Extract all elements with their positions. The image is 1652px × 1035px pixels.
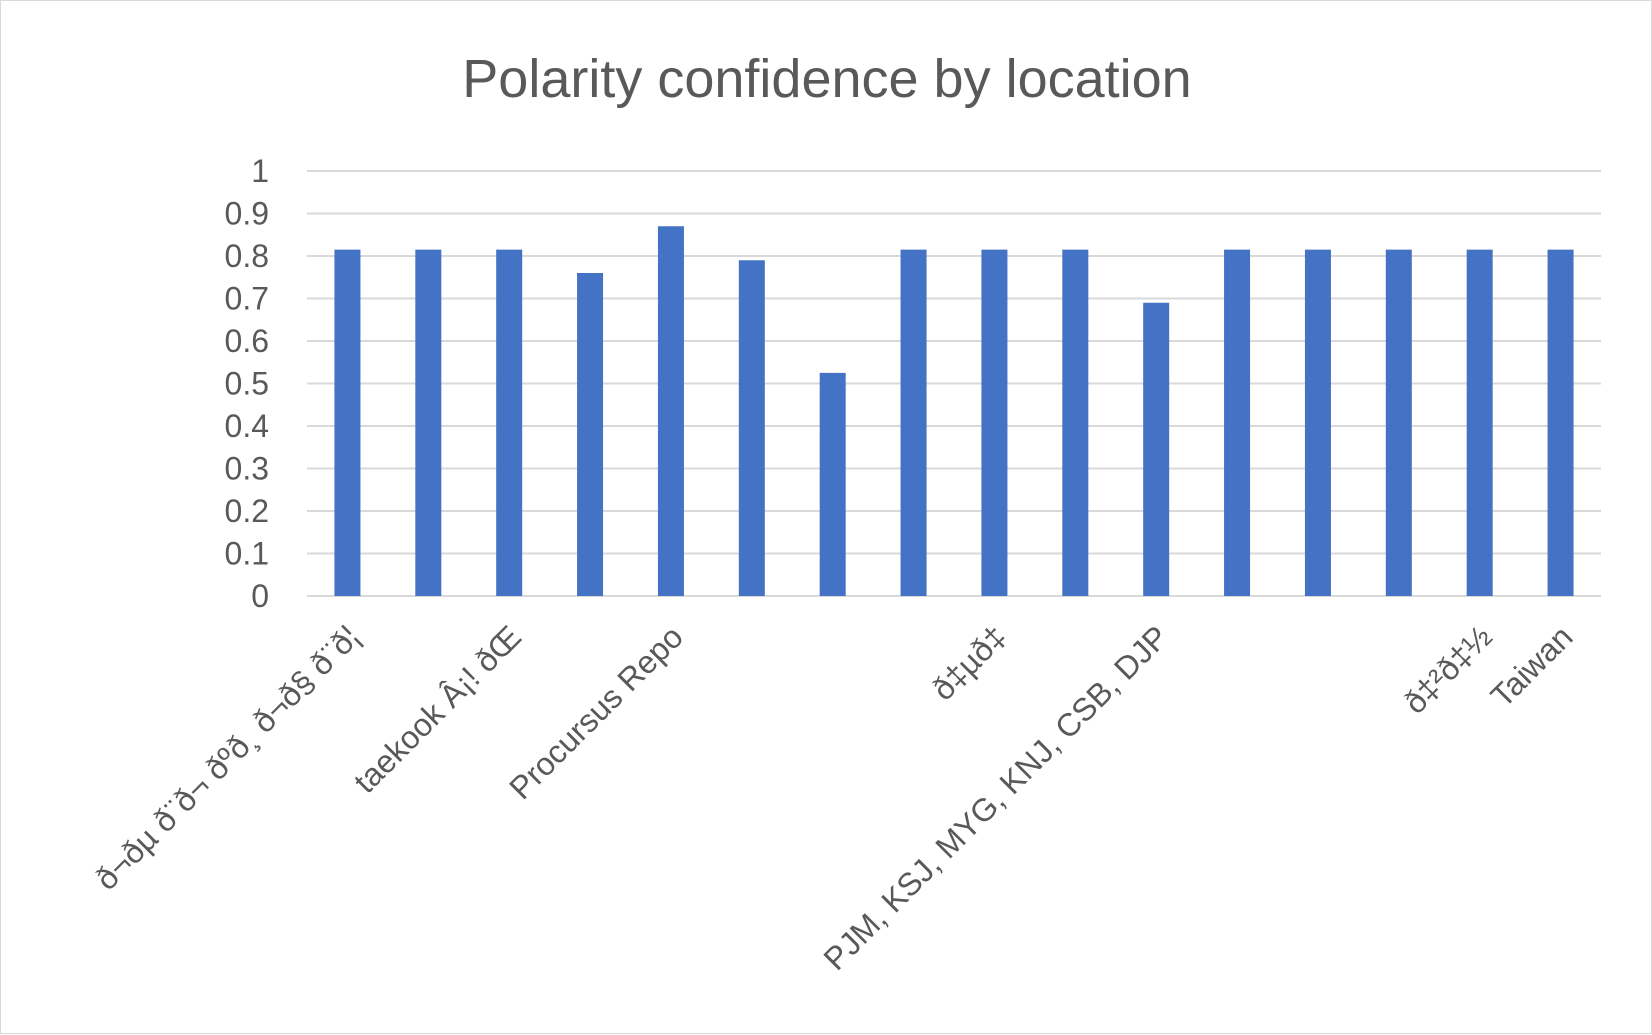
y-tick-label: 0.6 [225, 323, 269, 359]
x-tick-label: ð¬ðµ ð¨ð¬ ðºð¸ ð¬ð§ ð¨ð¦ [88, 618, 366, 896]
y-tick-label: 0.1 [225, 536, 269, 572]
bar [738, 260, 765, 596]
x-tick-label: taekook Â¡! ðŒ [347, 618, 528, 799]
bar [981, 249, 1008, 596]
chart-title: Polarity confidence by location [462, 49, 1191, 109]
bar [819, 372, 846, 596]
bar [577, 273, 604, 596]
bar [900, 249, 927, 596]
bar [1143, 302, 1170, 596]
gridlines [307, 170, 1601, 597]
y-tick-label: 0.3 [225, 451, 269, 487]
bar [1304, 249, 1331, 596]
bar [496, 249, 523, 596]
bars [334, 226, 1574, 596]
bar [657, 226, 684, 596]
bar [1547, 249, 1574, 596]
y-tick-label: 0.7 [225, 281, 269, 317]
x-tick-label: Taiwan [1484, 618, 1580, 714]
y-tick-label: 0.4 [225, 408, 269, 444]
x-tick-label: PJM, KSJ, MYG, KNJ, CSB, DJP [817, 618, 1176, 977]
y-axis-ticks: 0 0.1 0.2 0.3 0.4 0.5 0.6 0.7 0.8 0.9 1 [225, 153, 269, 614]
x-tick-label: ð‡²ð‡½ [1396, 618, 1498, 720]
x-axis-ticks: ð¬ðµ ð¨ð¬ ðºð¸ ð¬ð§ ð¨ð¦taekook Â¡! ðŒPr… [88, 618, 1580, 977]
y-tick-label: 1 [251, 153, 269, 189]
bar [1224, 249, 1251, 596]
bar [1466, 249, 1493, 596]
x-tick-label: ð‡µð‡ [925, 618, 1014, 707]
x-tick-label: Procursus Repo [502, 618, 690, 806]
bar [415, 249, 442, 596]
y-tick-label: 0.9 [225, 196, 269, 232]
y-tick-label: 0.2 [225, 493, 269, 529]
y-tick-label: 0 [251, 578, 269, 614]
bar [334, 249, 361, 596]
bar [1062, 249, 1089, 596]
bar [1385, 249, 1412, 596]
y-tick-label: 0.5 [225, 366, 269, 402]
y-tick-label: 0.8 [225, 238, 269, 274]
